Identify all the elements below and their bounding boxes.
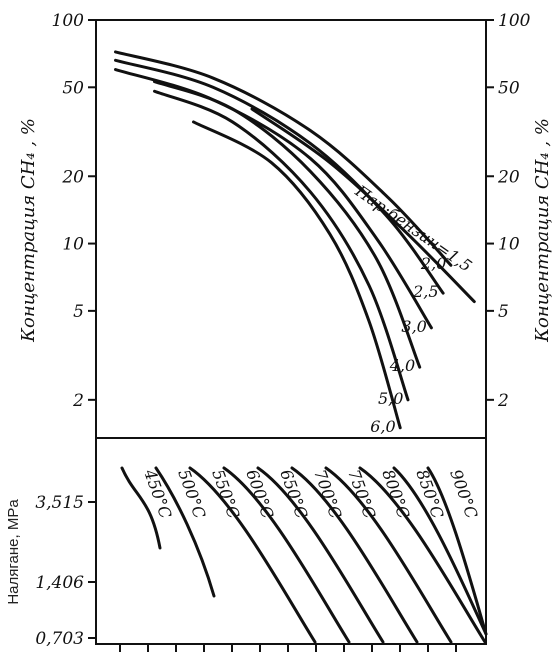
top-series-label: 3,0 bbox=[401, 317, 426, 336]
bottom-series-curve bbox=[154, 466, 216, 598]
bottom-series-curve bbox=[392, 466, 488, 636]
top-y-axis-title-right: Концентрация CH₄ , % bbox=[532, 118, 553, 343]
top-left-tick-label: 10 bbox=[62, 235, 84, 255]
bottom-series-curve bbox=[256, 466, 385, 644]
top-left-tick-label: 5 bbox=[73, 302, 84, 322]
bottom-series-curve bbox=[426, 466, 488, 636]
bottom-series-label: 750°C bbox=[344, 467, 379, 521]
bottom-series-label: 700°C bbox=[310, 467, 345, 521]
bottom-x-ticks bbox=[119, 644, 457, 652]
top-series-curve bbox=[153, 89, 410, 402]
top-series-label: 4,0 bbox=[389, 356, 415, 375]
bottom-series-label: 900°C bbox=[446, 467, 481, 521]
top-series-label: 6,0 bbox=[370, 417, 395, 436]
top-series-curve bbox=[114, 50, 453, 267]
top-right-tick-label: 20 bbox=[497, 167, 520, 187]
top-series-label: 2,0 bbox=[420, 254, 446, 273]
top-series-label: 5,0 bbox=[378, 389, 403, 408]
bottom-series-curve bbox=[324, 466, 453, 644]
bottom-series-label: 550°C bbox=[208, 467, 243, 521]
bottom-series-curve bbox=[358, 466, 487, 644]
top-right-tick-label: 5 bbox=[498, 302, 509, 322]
top-curve-labels: Пар:бензин=1,52,02,53,04,05,06,0 bbox=[351, 181, 475, 436]
bottom-chart-frame bbox=[95, 437, 487, 645]
bottom-series-label: 800°C bbox=[378, 467, 413, 521]
bottom-series-curve bbox=[120, 466, 162, 550]
top-curves bbox=[114, 50, 476, 430]
bottom-tick-label: 1,406 bbox=[35, 573, 84, 593]
bottom-series-label: 650°C bbox=[276, 467, 311, 521]
top-left-tick-label: 2 bbox=[72, 391, 84, 411]
bottom-curve-labels: 450°C500°C550°C600°C650°C700°C750°C800°C… bbox=[140, 466, 482, 521]
top-series-curve bbox=[114, 58, 445, 295]
top-series-curve bbox=[192, 120, 402, 430]
bottom-series-curve bbox=[290, 466, 419, 644]
top-y-axis-left: 100 50 20 10 5 2 bbox=[52, 11, 96, 411]
bottom-series-label: 500°C bbox=[174, 467, 209, 521]
bottom-series-curve bbox=[222, 466, 351, 644]
bottom-y-axis: 3,515 1,406 0,703 bbox=[35, 493, 96, 649]
bottom-tick-label: 3,515 bbox=[35, 493, 84, 513]
top-right-tick-label: 100 bbox=[498, 11, 531, 31]
bottom-series-curve bbox=[188, 466, 317, 644]
top-series-label: 2,5 bbox=[412, 282, 438, 301]
top-y-axis-right: 100 50 20 10 5 2 bbox=[486, 11, 531, 411]
top-series-curve bbox=[153, 80, 422, 369]
top-y-axis-title-left: Концентрация CH₄ , % bbox=[18, 118, 39, 343]
top-left-tick-label: 20 bbox=[61, 167, 84, 187]
top-left-tick-label: 100 bbox=[52, 11, 85, 31]
top-right-tick-label: 50 bbox=[498, 78, 520, 98]
bottom-tick-label: 0,703 bbox=[35, 629, 84, 649]
top-right-tick-label: 2 bbox=[497, 391, 509, 411]
top-right-tick-label: 10 bbox=[498, 235, 520, 255]
top-left-tick-label: 50 bbox=[62, 78, 84, 98]
bottom-series-label: 600°C bbox=[242, 467, 277, 521]
bottom-curves bbox=[120, 466, 488, 644]
bottom-y-axis-title: Налягане, MPa bbox=[5, 499, 22, 605]
